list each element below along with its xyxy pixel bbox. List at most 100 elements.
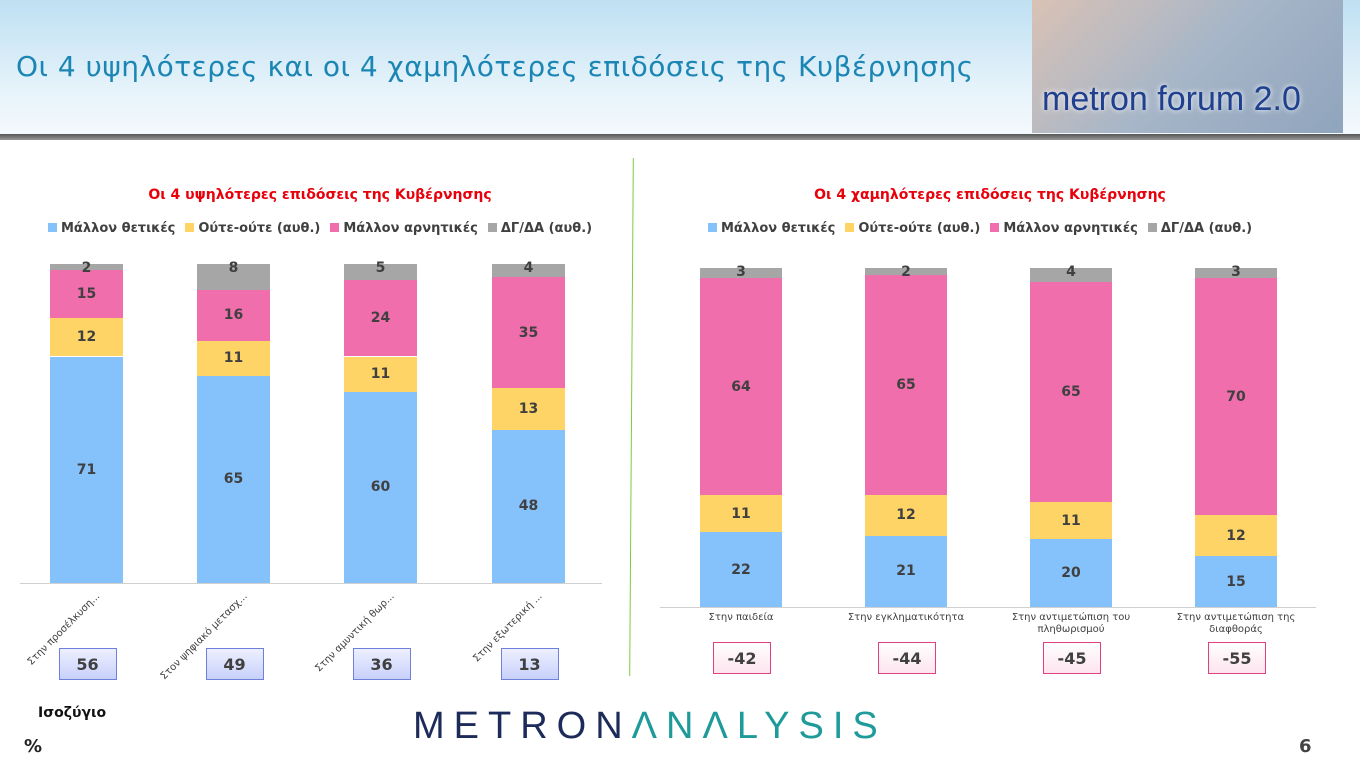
legend-item: ΔΓ/ΔΑ (αυθ.) (487, 221, 593, 236)
legend-label: Μάλλον αρνητικές (1003, 221, 1138, 236)
bar-segment: 3 (1195, 264, 1277, 280)
category-label: Στην αντιμετώπιση του πληθωρισμού (1011, 612, 1131, 635)
data-label: 65 (223, 471, 244, 488)
bar-segment: 12 (50, 318, 123, 357)
bar-segment: 2 (865, 264, 947, 280)
data-label: 65 (896, 376, 916, 393)
data-label: 5 (375, 260, 386, 276)
legend-swatch (845, 223, 855, 232)
bar-segment: 5 (344, 260, 417, 280)
page-title: Οι 4 υψηλότερες και οι 4 χαμηλότερες επι… (16, 50, 974, 83)
legend-swatch (330, 223, 340, 232)
data-label: 16 (223, 307, 244, 324)
bar-segment: 60 (344, 391, 417, 583)
data-label: 3 (736, 264, 746, 280)
bar-segment: 22 (700, 532, 782, 607)
bar-segment: 15 (50, 270, 123, 319)
balance-box: 56 (58, 648, 117, 680)
bar-segment: 20 (1030, 539, 1112, 607)
data-label: 12 (896, 507, 916, 524)
metron-forum-logo: metron forum 2.0 (1032, 0, 1343, 133)
balance-box: -42 (713, 642, 771, 674)
bar-segment: 15 (1195, 556, 1277, 607)
balance-box: -55 (1208, 642, 1266, 674)
data-label: 8 (228, 260, 239, 276)
legend-swatch (185, 223, 195, 232)
balance-box: 36 (352, 648, 411, 680)
data-label: 11 (223, 350, 244, 367)
data-label: 2 (81, 260, 92, 276)
data-label: 15 (1226, 573, 1246, 590)
data-label: 70 (1226, 388, 1246, 405)
x-axis (20, 583, 602, 584)
logo-text: metron forum 2.0 (1042, 80, 1301, 118)
data-label: 21 (896, 563, 916, 580)
data-label: 20 (1061, 565, 1081, 582)
bar-segment: 13 (492, 388, 565, 430)
unit-label: % (24, 736, 43, 757)
legend-item: Ούτε-ούτε (αυθ.) (845, 221, 980, 236)
data-label: 2 (901, 264, 911, 280)
brand-analysis: ΛNΛLYSIS (631, 705, 887, 747)
data-label: 15 (76, 286, 97, 303)
data-label: 12 (1226, 527, 1246, 544)
bar-segment: 12 (1195, 515, 1277, 557)
bar-segment: 35 (492, 276, 565, 389)
data-label: 24 (370, 310, 391, 327)
category-label: Στην εγκληματικότητα (847, 612, 965, 623)
category-label: Στην αντιμετώπιση της διαφθοράς (1176, 612, 1296, 635)
legend-item: Μάλλον αρνητικές (990, 221, 1138, 236)
data-label: 4 (523, 260, 534, 276)
data-label: 12 (76, 329, 97, 346)
legend-item: Μάλλον θετικές (708, 221, 835, 236)
data-label: 65 (1061, 383, 1081, 400)
data-label: 71 (76, 461, 97, 478)
chart-divider (629, 158, 634, 676)
bar-segment: 16 (197, 289, 270, 341)
legend-item: Μάλλον αρνητικές (330, 221, 478, 236)
bar-segment: 12 (865, 495, 947, 536)
bar-segment: 2 (50, 260, 123, 276)
legend-label: Μάλλον θετικές (61, 221, 176, 236)
bar-segment: 11 (1030, 501, 1112, 540)
data-label: 11 (370, 366, 391, 383)
data-label: 35 (518, 324, 539, 341)
data-label: 64 (731, 378, 751, 395)
bar-segment: 11 (344, 356, 417, 392)
brand-metron: METRON (413, 705, 632, 747)
legend-swatch (48, 223, 57, 232)
data-label: 4 (1066, 264, 1076, 280)
legend-item: Ούτε-ούτε (αυθ.) (185, 221, 320, 236)
data-label: 48 (518, 498, 539, 515)
legend: Μάλλον θετικές Ούτε-ούτε (αυθ.) Μάλλον αρν… (708, 221, 1252, 236)
legend-label: Μάλλον θετικές (721, 221, 836, 236)
bar-segment: 24 (344, 279, 417, 357)
legend-swatch (708, 223, 717, 232)
legend-label: ΔΓ/ΔΑ (αυθ.) (500, 221, 593, 236)
bar-segment: 4 (492, 260, 565, 277)
legend-swatch (487, 223, 497, 232)
header-divider (0, 134, 1360, 140)
bar-segment: 21 (865, 535, 947, 607)
legend-swatch (1147, 223, 1157, 232)
balance-label: Ισοζύγιο (38, 705, 107, 721)
bar-segment: 65 (1030, 281, 1112, 502)
chart-title: Οι 4 χαμηλότερες επιδόσεις της Κυβέρνηση… (814, 187, 1166, 203)
data-label: 60 (370, 479, 391, 496)
bar-segment: 8 (197, 260, 270, 290)
balance-box: -45 (1043, 642, 1101, 674)
bar-segment: 71 (50, 356, 123, 583)
bar-segment: 70 (1195, 278, 1277, 516)
legend-item: Μάλλον θετικές (48, 221, 175, 236)
bar-segment: 3 (700, 264, 782, 280)
legend-label: ΔΓ/ΔΑ (αυθ.) (1160, 221, 1253, 236)
category-label: Στην παιδεία (708, 612, 774, 623)
x-axis (660, 607, 1316, 608)
bar-segment: 65 (865, 274, 947, 496)
data-label: 11 (1061, 512, 1081, 529)
bar-segment: 4 (1030, 264, 1112, 282)
metron-analysis-logo: METRONΛNΛLYSIS (413, 705, 887, 748)
bar-segment: 11 (700, 495, 782, 533)
legend-item: ΔΓ/ΔΑ (αυθ.) (1147, 221, 1253, 236)
legend: Μάλλον θετικές Ούτε-ούτε (αυθ.) Μάλλον αρν… (48, 221, 592, 236)
